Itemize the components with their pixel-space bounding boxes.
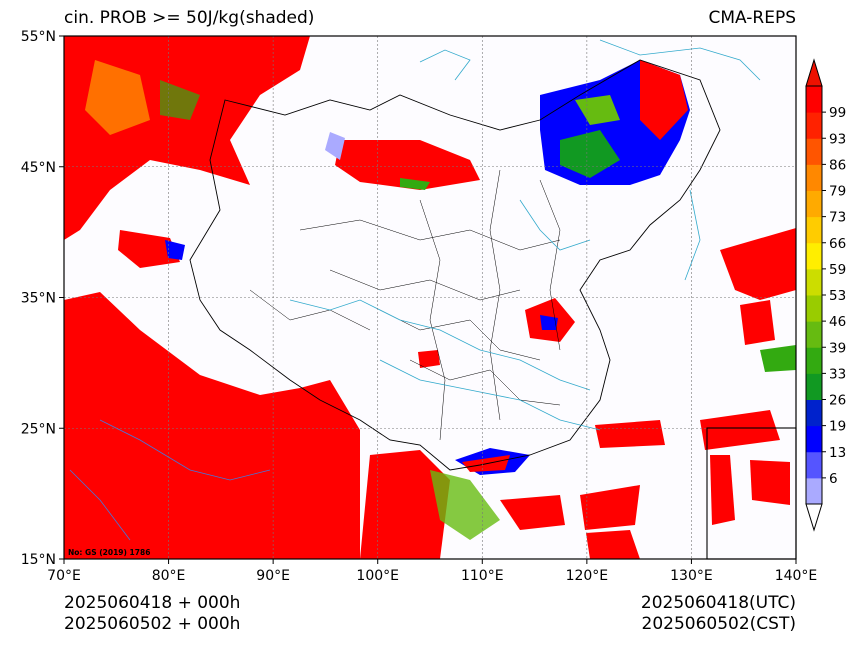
colorbar: 6 13 19 26 33 39 46 53 59 66 73 79 86 93 99 [805,58,846,532]
valid-time-cst: 2025060502(CST) [641,614,796,634]
colorbar-level-label: 73 [829,210,846,226]
colorbar-under-triangle [805,503,823,532]
colorbar-level-label: 66 [829,236,846,252]
lon-tick-label: 100°E [356,568,399,584]
lon-tick-label: 130°E [670,568,713,584]
colorbar-level-label: 19 [829,419,846,435]
colorbar-segment [806,190,822,218]
colorbar-level-label: 99 [829,105,846,121]
colorbar-level-label: 79 [829,184,846,200]
model-name: CMA-REPS [708,8,796,28]
colorbar-segment [806,242,822,270]
colorbar-level-label: 33 [829,366,846,382]
lon-tick-label: 80°E [152,568,186,584]
colorbar-segment [806,399,822,427]
colorbar-level-label: 53 [829,288,846,304]
lat-tick-label: 45°N [21,160,56,176]
latitude-axis: 55°N 45°N 35°N 25°N 15°N [21,29,64,568]
colorbar-segment [806,112,822,139]
colorbar-segment [806,373,822,400]
colorbar-segment [806,216,822,244]
colorbar-segment [806,164,822,191]
colorbar-level-label: 46 [829,314,846,330]
colorbar-level-label: 26 [829,393,846,409]
valid-time-block: 2025060418(UTC) 2025060502(CST) [641,593,796,635]
colorbar-level-label: 39 [829,340,846,356]
colorbar-segment [806,138,822,165]
lat-tick-label: 35°N [21,291,56,307]
lon-tick-label: 140°E [775,568,818,584]
valid-time-utc: 2025060418(UTC) [640,593,796,613]
lat-tick-label: 15°N [21,552,56,568]
probability-field [64,36,796,559]
colorbar-segment [806,425,822,453]
colorbar-segment [806,295,822,322]
colorbar-level-label: 59 [829,262,846,278]
colorbar-level-label: 13 [829,445,846,461]
colorbar-segment [806,477,822,505]
colorbar-level-label: 6 [829,471,838,487]
chart-title: cin. PROB >= 50J/kg(shaded) [64,8,315,28]
boundaries-and-coastlines [69,39,761,541]
lon-tick-label: 90°E [256,568,290,584]
lon-tick-label: 70°E [47,568,81,584]
lat-tick-label: 55°N [21,29,56,45]
init-time-line1: 2025060418 + 000h [64,593,241,613]
colorbar-segment [806,347,822,374]
colorbar-over-triangle [805,58,823,87]
colorbar-segment [806,321,822,348]
shade-southwest [64,292,360,559]
lon-tick-label: 120°E [566,568,609,584]
lat-tick-label: 25°N [21,421,56,437]
colorbar-segment [806,268,822,296]
review-number: No: GS (2019) 1786 [68,548,151,557]
colorbar-segment [806,86,822,113]
init-time-block: 2025060418 + 000h 2025060502 + 000h [64,593,240,635]
longitude-axis: 70°E 80°E 90°E 100°E 110°E 120°E 130°E 140°E [47,559,817,584]
init-time-line2: 2025060502 + 000h [64,614,241,634]
colorbar-level-label: 86 [829,157,846,173]
lon-tick-label: 110°E [461,568,504,584]
colorbar-segment [806,451,822,479]
colorbar-level-label: 93 [829,131,846,147]
